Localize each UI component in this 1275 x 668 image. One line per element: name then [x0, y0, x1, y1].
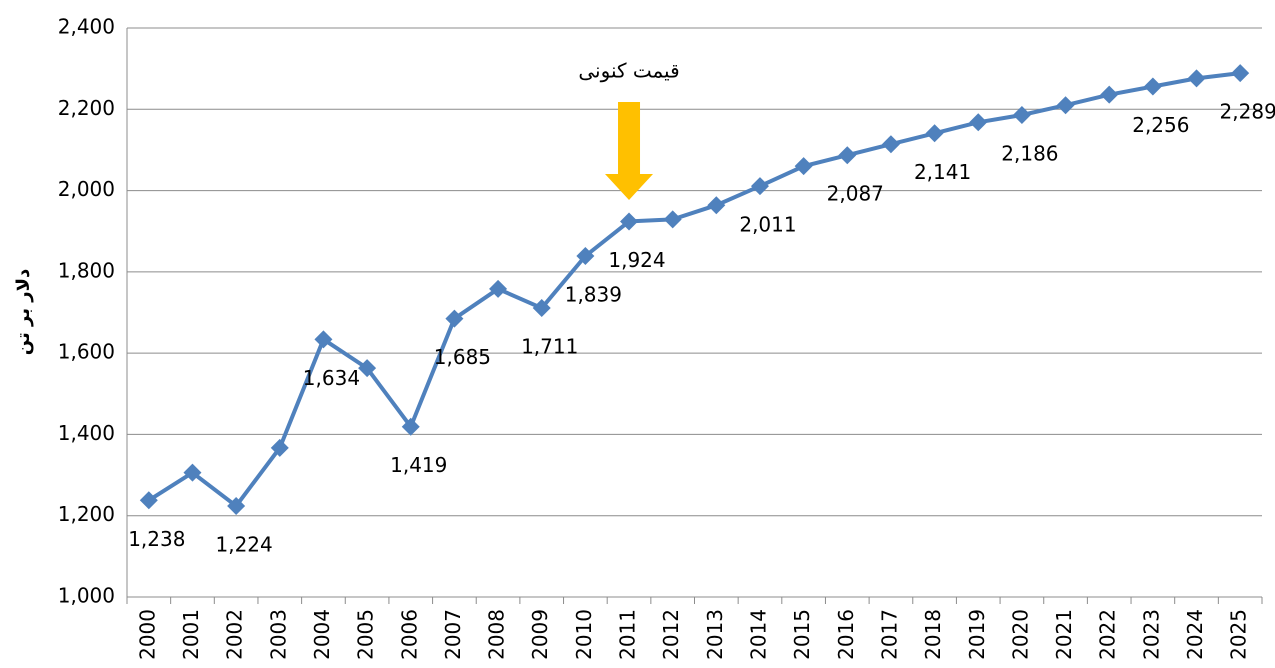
y-tick-label: 1,400	[58, 421, 115, 445]
data-label: 1,685	[434, 345, 491, 369]
marker	[445, 309, 464, 328]
marker	[314, 330, 333, 349]
x-tick-label: 2020	[1008, 609, 1032, 660]
x-tick-label: 2014	[746, 609, 770, 660]
x-tick-label: 2007	[441, 609, 465, 660]
x-tick-label: 2018	[921, 609, 945, 660]
x-tick-label: 2011	[616, 609, 640, 660]
marker	[881, 135, 900, 154]
x-tick-label: 2009	[528, 609, 552, 660]
y-tick-label: 2,000	[58, 177, 115, 201]
x-tick-label: 2015	[790, 609, 814, 660]
x-tick-label: 2016	[834, 609, 858, 660]
line	[147, 71, 1241, 509]
data-label: 2,256	[1132, 113, 1189, 137]
data-label: 1,634	[303, 366, 360, 390]
marker	[1231, 64, 1250, 83]
y-axis-label: دلار بر تن	[13, 269, 34, 355]
data-label: 1,711	[521, 335, 578, 359]
data-label: 1,238	[128, 527, 185, 551]
data-label: 2,186	[1001, 141, 1058, 165]
x-tick-label: 2006	[397, 609, 421, 660]
marker	[401, 417, 420, 436]
data-label: 1,224	[216, 532, 273, 556]
marker	[1187, 69, 1206, 88]
x-tick-label: 2024	[1183, 609, 1207, 660]
annotation: قیمت کنونی	[578, 59, 679, 83]
marker	[707, 196, 726, 215]
marker	[139, 491, 158, 510]
x-tick-label: 2003	[266, 609, 290, 660]
data-label: 1,924	[608, 248, 665, 272]
y-tick-label: 2,400	[58, 15, 115, 39]
marker	[1143, 77, 1162, 96]
marker	[925, 124, 944, 143]
marker	[1012, 105, 1031, 124]
data-label: 2,289	[1220, 100, 1275, 124]
x-tick-label: 2012	[659, 609, 683, 660]
x-tick-label: 2010	[572, 609, 596, 660]
x-tick-label: 2022	[1096, 609, 1120, 660]
x-tick-label: 2021	[1052, 609, 1076, 660]
marker	[663, 210, 682, 229]
marker	[358, 359, 377, 378]
y-tick-label: 1,200	[58, 502, 115, 526]
x-tick-label: 2000	[135, 609, 159, 660]
marker	[576, 247, 595, 266]
marker	[489, 279, 508, 298]
marker	[969, 113, 988, 132]
y-tick-label: 1,800	[58, 258, 115, 282]
data-label: 1,839	[565, 283, 622, 307]
x-tick-label: 2019	[965, 609, 989, 660]
marker	[532, 299, 551, 318]
arrow	[605, 102, 654, 200]
data-label: 1,419	[390, 453, 447, 477]
x-tick-label: 2023	[1139, 609, 1163, 660]
data-label: 2,087	[827, 182, 884, 206]
marker	[1100, 85, 1119, 104]
data-label: 2,011	[739, 213, 796, 237]
y-tick-label: 1,000	[58, 584, 115, 608]
y-tick-label: 1,600	[58, 340, 115, 364]
x-tick-label: 2001	[179, 609, 203, 660]
marker	[183, 463, 202, 482]
x-tick-label: 2017	[877, 609, 901, 660]
x-tick-label: 2013	[703, 609, 727, 660]
marker	[750, 177, 769, 196]
x-tick-label: 2025	[1227, 609, 1251, 660]
marker	[838, 146, 857, 165]
x-tick-label: 2005	[354, 609, 378, 660]
x-tick-label: 2004	[310, 609, 334, 660]
x-tick-label: 2002	[223, 609, 247, 660]
marker	[1056, 96, 1075, 115]
x-tick-label: 2008	[485, 609, 509, 660]
marker	[794, 157, 813, 176]
marker	[227, 496, 246, 515]
marker	[620, 212, 639, 231]
data-label: 2,141	[914, 160, 971, 184]
marker	[270, 438, 289, 457]
y-tick-label: 2,200	[58, 96, 115, 120]
